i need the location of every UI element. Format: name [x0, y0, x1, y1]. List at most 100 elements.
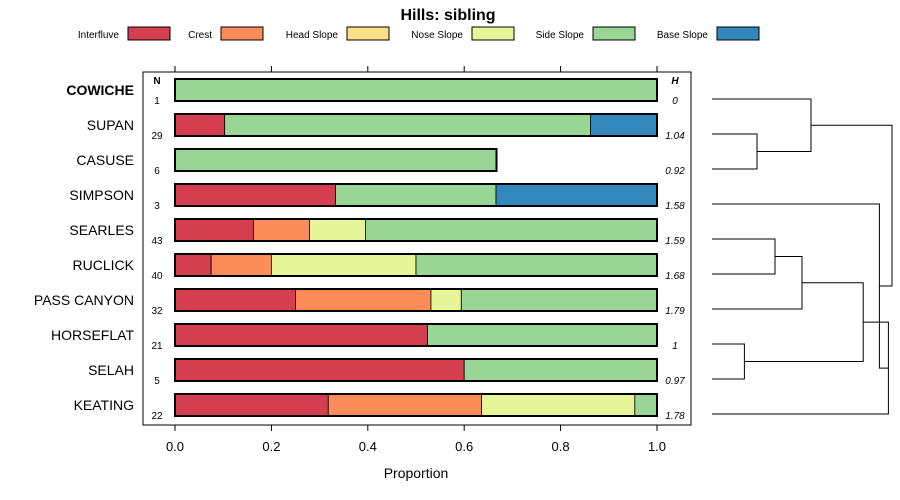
- h-value: 0: [672, 96, 678, 107]
- legend-label-head-slope: Head Slope: [286, 30, 339, 41]
- n-value: 22: [151, 411, 163, 422]
- legend-swatch-interfluve: [127, 26, 171, 41]
- row-ruclick: RUCLICK 40 1.68: [73, 253, 685, 282]
- bar-outline: [174, 183, 658, 207]
- h-value: 1.58: [665, 201, 685, 212]
- row-keating: KEATING 22 1.78: [74, 393, 685, 422]
- n-value: 43: [151, 236, 163, 247]
- bar-segment-interfluve: [174, 253, 212, 277]
- dendrogram: [712, 98, 893, 415]
- bar-segment-nose-slope: [309, 218, 366, 242]
- plot-panel: [142, 71, 692, 426]
- row-horseflat: HORSEFLAT 21 1: [51, 323, 678, 352]
- n-value: 3: [154, 201, 160, 212]
- bar-segment-side-slope: [174, 78, 658, 102]
- dendrogram-link: [712, 133, 758, 170]
- chart-title: Hills: sibling: [400, 7, 495, 24]
- series-label: HORSEFLAT: [51, 327, 134, 343]
- h-value: 1: [672, 341, 678, 352]
- bar-outline: [174, 323, 658, 347]
- h-value: 1.78: [665, 411, 685, 422]
- legend-label-interfluve: Interfluve: [78, 30, 120, 41]
- row-selah: SELAH 5 0.97: [88, 358, 685, 387]
- dendrogram-link: [712, 321, 889, 415]
- bar-outline: [174, 78, 658, 102]
- dendrogram-link: [811, 124, 893, 287]
- x-tick-label: 0.4: [359, 439, 377, 454]
- bar-segment-crest: [210, 253, 272, 277]
- bar-segment-crest: [327, 393, 482, 417]
- dendrogram-link: [712, 256, 803, 310]
- legend-swatch-side-slope: [592, 26, 636, 41]
- bar-segment-base-slope: [495, 183, 658, 207]
- n-value: 32: [151, 306, 163, 317]
- bar-segment-interfluve: [174, 183, 336, 207]
- bar-rows: COWICHE 1 0 SUPAN 29 1.04 CASUSE 6 0.92 SIMPSON 3 1…: [34, 78, 685, 422]
- h-value: 1.59: [665, 236, 685, 247]
- h-value: 1.04: [665, 131, 685, 142]
- bar-segment-crest: [253, 218, 310, 242]
- n-value: 6: [154, 166, 160, 177]
- row-simpson: SIMPSON 3 1.58: [69, 183, 685, 212]
- n-value: 5: [154, 376, 160, 387]
- row-supan: SUPAN 29 1.04: [87, 113, 685, 142]
- bar-segment-interfluve: [174, 113, 226, 137]
- n-value: 1: [154, 96, 160, 107]
- x-tick-label: 0.2: [262, 439, 280, 454]
- bar-segment-nose-slope: [481, 393, 636, 417]
- bar-segment-base-slope: [590, 113, 658, 137]
- dendrogram-link: [712, 238, 776, 275]
- bar-segment-side-slope: [335, 183, 497, 207]
- series-label: SUPAN: [87, 117, 134, 133]
- bar-segment-interfluve: [174, 323, 428, 347]
- bar-segment-side-slope: [634, 393, 658, 417]
- bar-segment-side-slope: [415, 253, 658, 277]
- bar-segment-nose-slope: [430, 288, 462, 312]
- series-label: SIMPSON: [69, 187, 134, 203]
- h-value: 0.97: [665, 376, 685, 387]
- series-label: COWICHE: [66, 82, 134, 98]
- bar-segment-side-slope: [463, 358, 658, 382]
- x-axis-label: Proportion: [384, 465, 449, 481]
- legend-label-side-slope: Side Slope: [536, 30, 585, 41]
- series-label: SEARLES: [69, 222, 134, 238]
- legend-swatch-base-slope: [716, 26, 760, 41]
- n-value: 40: [151, 271, 163, 282]
- x-tick-label: 0.8: [552, 439, 570, 454]
- bar-segment-nose-slope: [270, 253, 417, 277]
- bar-segment-side-slope: [460, 288, 658, 312]
- series-label: PASS CANYON: [34, 292, 134, 308]
- row-pass-canyon: PASS CANYON 32 1.79: [34, 288, 685, 317]
- legend-label-nose-slope: Nose Slope: [411, 30, 463, 41]
- series-label: CASUSE: [76, 152, 134, 168]
- n-value: 29: [151, 131, 163, 142]
- legend-swatch-crest: [220, 26, 264, 41]
- bar-segment-side-slope: [427, 323, 658, 347]
- legend-label-crest: Crest: [188, 30, 212, 41]
- legend-swatch-nose-slope: [471, 26, 515, 41]
- dendrogram-link: [712, 98, 812, 152]
- row-cowiche: COWICHE 1 0: [66, 78, 678, 107]
- top-axis-ticks: [174, 66, 658, 72]
- legend-label-base-slope: Base Slope: [657, 30, 709, 41]
- bar-outline: [174, 148, 498, 172]
- row-casuse: CASUSE 6 0.92: [76, 148, 685, 177]
- series-label: SELAH: [88, 362, 134, 378]
- x-tick-label: 1.0: [648, 439, 666, 454]
- bar-outline: [174, 253, 658, 277]
- bar-segment-interfluve: [174, 393, 329, 417]
- n-column-header: N: [153, 76, 160, 87]
- dendrogram-link: [744, 282, 864, 362]
- series-label: KEATING: [74, 397, 134, 413]
- h-value: 1.68: [665, 271, 685, 282]
- legend: Interfluve Crest Head Slope Nose Slope Side …: [78, 26, 760, 41]
- n-value: 21: [151, 341, 163, 352]
- bar-outline: [174, 393, 658, 417]
- bar-outline: [174, 113, 658, 137]
- bar-segment-interfluve: [174, 218, 254, 242]
- bar-segment-crest: [295, 288, 432, 312]
- bar-outline: [174, 288, 658, 312]
- legend-swatch-head-slope: [346, 26, 390, 41]
